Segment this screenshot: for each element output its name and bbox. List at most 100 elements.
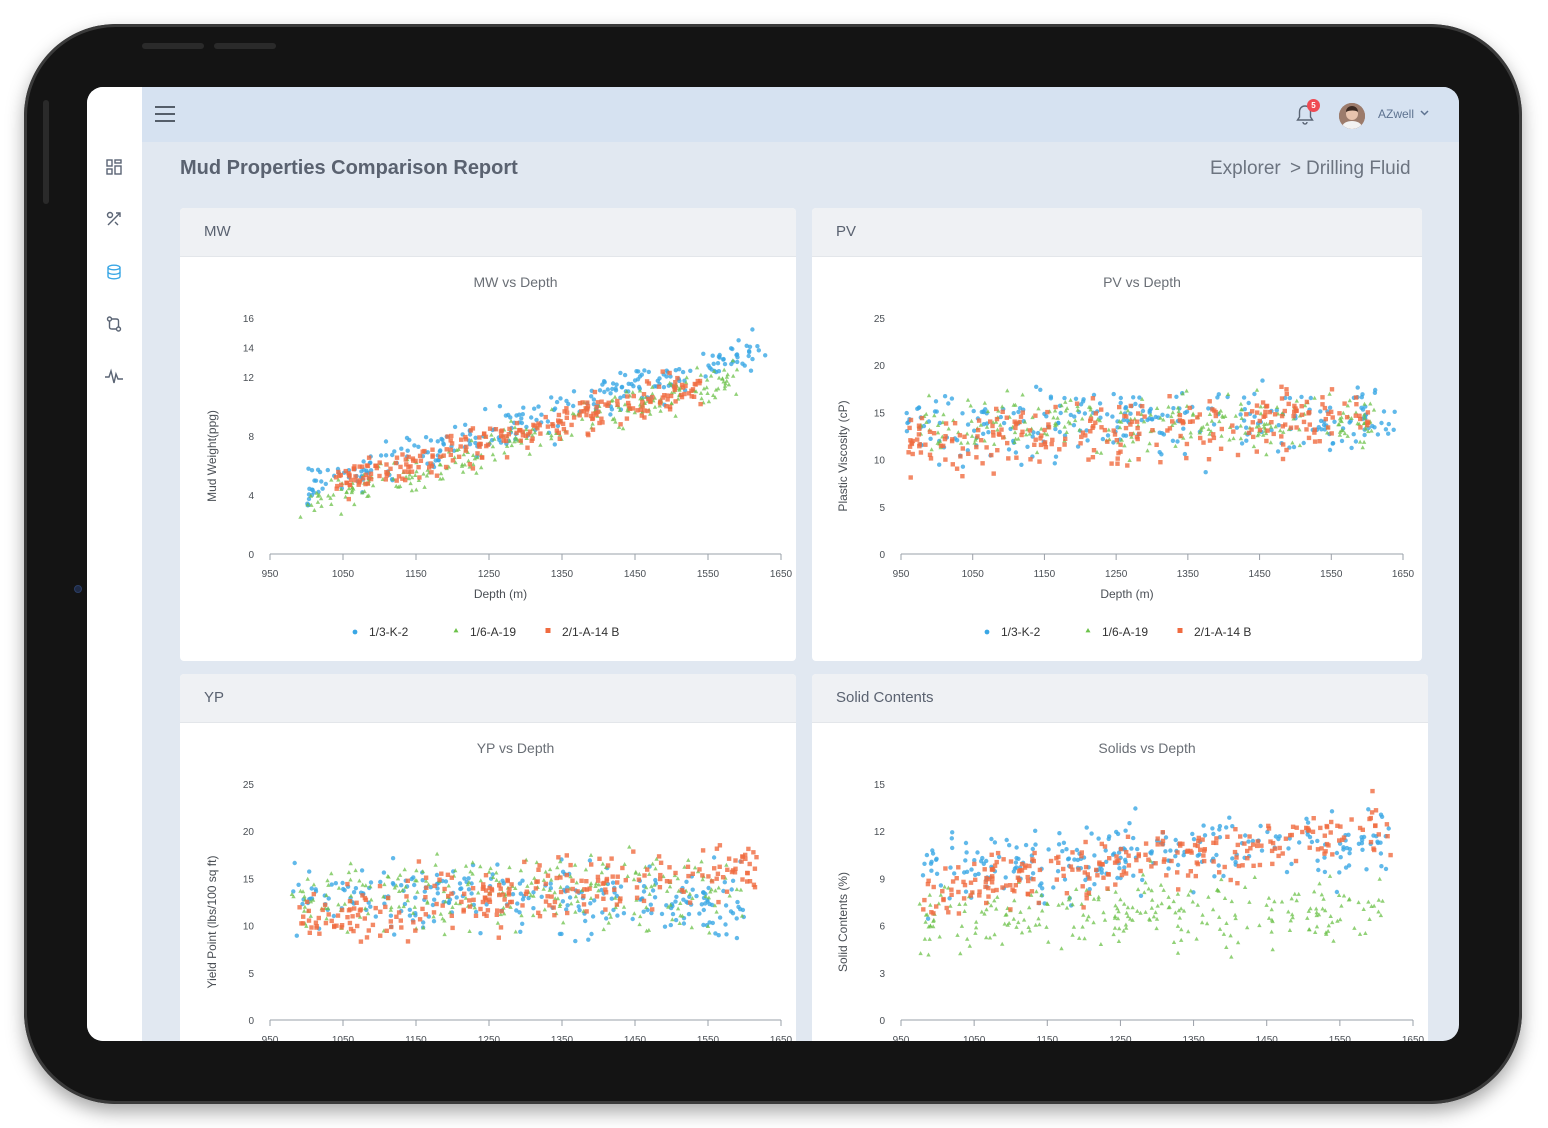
y-tick-label: 16 [243, 314, 255, 325]
data-point [363, 883, 368, 888]
data-point [527, 429, 533, 434]
data-point [976, 871, 981, 877]
data-point [398, 464, 403, 470]
data-point [1162, 857, 1167, 862]
data-point [1314, 924, 1320, 929]
data-point [1358, 425, 1363, 430]
avatar[interactable] [1339, 103, 1365, 129]
data-point [1219, 433, 1224, 438]
data-point [446, 900, 451, 905]
data-point [1362, 401, 1367, 406]
data-point [1178, 433, 1183, 439]
data-point [374, 463, 379, 468]
data-point [1075, 407, 1080, 412]
data-point [708, 889, 713, 894]
data-point [1171, 899, 1176, 904]
data-point [1075, 857, 1080, 863]
data-point [1026, 925, 1031, 929]
data-point [910, 451, 915, 457]
data-point [751, 882, 757, 887]
data-point [1239, 407, 1244, 412]
data-point [1278, 428, 1283, 433]
data-point [377, 460, 382, 465]
data-point [952, 421, 958, 426]
data-point [984, 875, 989, 881]
data-point [725, 867, 730, 872]
data-point [1123, 828, 1128, 833]
legend-marker [352, 629, 358, 635]
data-point [673, 899, 678, 904]
data-point [389, 924, 394, 930]
data-point [1038, 387, 1043, 392]
data-point [986, 876, 991, 882]
data-point [395, 876, 401, 881]
data-point [1136, 457, 1141, 462]
breadcrumb-explorer[interactable]: Explorer [1210, 158, 1281, 179]
data-point [714, 876, 719, 881]
chevron-down-icon[interactable] [1420, 108, 1429, 119]
data-point [1321, 896, 1326, 901]
data-point [492, 457, 498, 462]
data-point [1184, 441, 1190, 447]
workflow-icon[interactable] [103, 313, 125, 335]
data-point [1289, 896, 1294, 901]
data-point [302, 908, 307, 913]
data-point [383, 453, 389, 458]
dashboard-icon[interactable] [103, 156, 125, 178]
data-point [683, 380, 689, 385]
pulse-icon[interactable] [103, 365, 125, 387]
data-point [739, 913, 745, 918]
data-point [512, 425, 518, 430]
data-point [1276, 853, 1281, 859]
data-point [1112, 914, 1118, 918]
data-point [533, 886, 539, 891]
data-point [1133, 401, 1138, 407]
data-point [973, 872, 978, 878]
data-point [368, 476, 374, 482]
data-point [529, 415, 534, 420]
data-point [1330, 920, 1335, 925]
data-point [1311, 816, 1316, 821]
data-point [497, 404, 503, 409]
data-point [1046, 425, 1052, 430]
data-point [493, 427, 499, 432]
data-point [378, 933, 383, 938]
data-point [1363, 931, 1368, 935]
data-point [558, 902, 563, 906]
data-point [1325, 425, 1331, 430]
data-point [433, 458, 438, 463]
y-tick-label: 3 [879, 969, 885, 980]
data-point [1195, 902, 1200, 907]
data-point [642, 873, 647, 878]
data-point [503, 438, 509, 444]
data-point [667, 407, 673, 412]
data-point [623, 878, 628, 883]
database-icon[interactable] [103, 261, 125, 283]
data-point [1196, 835, 1201, 841]
data-point [1279, 413, 1285, 419]
data-point [1187, 405, 1192, 411]
data-point [1167, 426, 1173, 431]
data-point [937, 438, 943, 443]
data-point [1116, 450, 1121, 456]
data-point [1269, 420, 1274, 425]
data-point [456, 454, 462, 459]
data-point [1266, 826, 1272, 831]
data-point [588, 852, 594, 857]
username[interactable]: AZwell [1378, 107, 1415, 121]
menu-icon[interactable] [155, 106, 175, 122]
data-point [381, 894, 386, 899]
data-point [652, 895, 658, 900]
data-point [458, 444, 463, 449]
data-point [592, 898, 597, 903]
points [917, 788, 1393, 959]
data-point [1269, 917, 1275, 922]
data-point [1016, 920, 1021, 925]
data-point [388, 913, 394, 918]
data-point [1272, 412, 1278, 417]
data-point [478, 878, 483, 883]
data-point [1304, 825, 1309, 831]
data-point [494, 912, 499, 917]
tools-icon[interactable] [103, 208, 125, 230]
data-point [1379, 420, 1384, 426]
